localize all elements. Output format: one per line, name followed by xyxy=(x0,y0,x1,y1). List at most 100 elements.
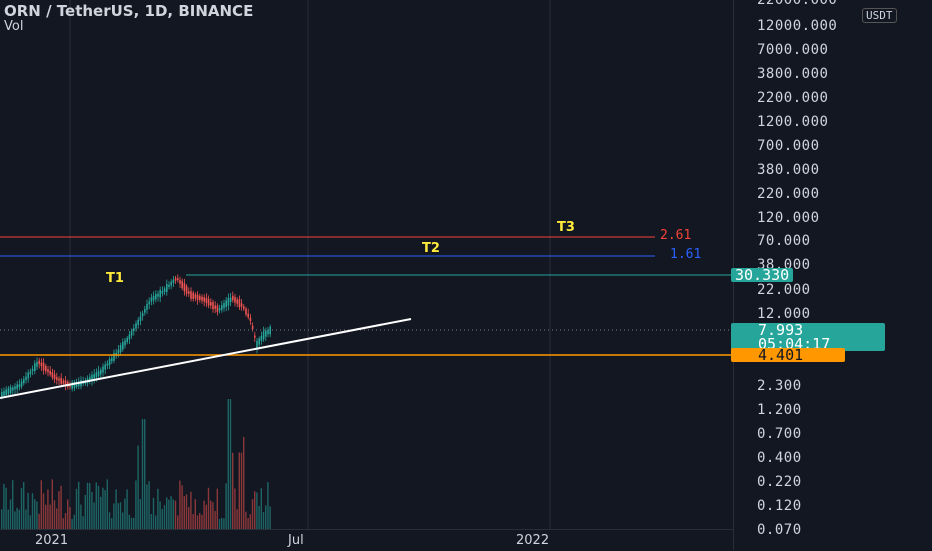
price-tick: 3800.000 xyxy=(757,66,829,82)
volume-bar xyxy=(56,508,58,529)
volume-bar xyxy=(199,513,201,529)
volume-bar xyxy=(254,491,256,529)
candle-body xyxy=(170,281,172,286)
candle-body xyxy=(188,291,190,294)
candle-body xyxy=(27,372,29,379)
volume-bar xyxy=(148,481,150,529)
volume-bar xyxy=(73,514,75,529)
volume-bar xyxy=(86,482,89,529)
candle-body xyxy=(168,284,170,287)
chart-area[interactable]: ORN / TetherUS, 1D, BINANCE Vol T1 T2 T3… xyxy=(0,0,733,529)
volume-bar xyxy=(58,491,60,529)
support-price-tag: 4.401 xyxy=(731,346,845,364)
volume-bar xyxy=(174,500,177,529)
candle-body xyxy=(104,364,106,370)
volume-bar xyxy=(78,481,80,529)
candle-body xyxy=(190,291,192,299)
candle-body xyxy=(174,277,177,281)
volume-bar xyxy=(111,518,113,529)
candle-body xyxy=(225,300,227,308)
volume-bar xyxy=(82,516,84,529)
candle-body xyxy=(130,331,133,336)
volume-bar xyxy=(75,488,78,529)
candle-body xyxy=(31,368,34,372)
candle-body xyxy=(119,345,122,353)
volume-bar xyxy=(179,480,181,529)
candle-body xyxy=(157,293,159,297)
candle-body xyxy=(166,284,168,292)
volume-bar xyxy=(207,487,210,529)
price-chart[interactable] xyxy=(0,0,733,529)
candle-body xyxy=(34,363,36,371)
volume-bar xyxy=(262,511,265,529)
candle-body xyxy=(212,301,214,310)
volume-bar xyxy=(128,514,130,529)
t1-price-tag-value: 30.330 xyxy=(735,266,790,284)
volume-bar xyxy=(238,452,240,529)
candle-body xyxy=(75,382,78,387)
candle-body xyxy=(227,297,230,306)
candle-body xyxy=(181,280,183,289)
candle-body xyxy=(194,294,197,299)
volume-bar xyxy=(104,490,106,529)
volume-bar xyxy=(117,503,119,529)
price-axis[interactable]: 22000.000 12000.000 7000.000 3800.000 2200.0… xyxy=(733,0,932,550)
volume-bar xyxy=(251,499,254,529)
volume-bar xyxy=(93,502,95,529)
volume-bar xyxy=(183,496,185,529)
volume-bar xyxy=(269,506,271,529)
support-price-value: 4.401 xyxy=(758,346,804,364)
trendline[interactable] xyxy=(0,318,412,399)
volume-bar xyxy=(84,494,86,529)
currency-unit-badge[interactable]: USDT xyxy=(862,8,897,23)
candle-body xyxy=(159,289,161,298)
volume-bar xyxy=(5,487,7,529)
candle-body xyxy=(218,308,221,311)
candle-body xyxy=(133,328,135,332)
candle-body xyxy=(108,359,111,366)
volume-bar xyxy=(139,499,141,529)
candle-body xyxy=(7,388,10,395)
price-tick: 120.000 xyxy=(757,210,820,226)
volume-bar xyxy=(144,419,146,529)
volume-bar xyxy=(49,504,51,529)
price-tick: 0.400 xyxy=(757,450,802,466)
volume-bars xyxy=(1,399,271,529)
volume-bar xyxy=(18,509,20,529)
t2-value: 1.61 xyxy=(670,247,702,262)
volume-bar xyxy=(95,482,97,529)
volume-bar xyxy=(185,494,188,529)
volume-bar xyxy=(225,483,227,529)
volume-bar xyxy=(256,492,258,529)
volume-bar xyxy=(135,480,137,529)
last-price-value: 7.993 xyxy=(758,321,804,339)
volume-bar xyxy=(240,452,243,529)
candle-body xyxy=(69,384,71,387)
candle-body xyxy=(155,294,157,300)
candle-countdown: 05:04:17 xyxy=(758,335,831,353)
volume-bar xyxy=(126,489,128,529)
candle-body xyxy=(126,338,128,343)
candle-body xyxy=(196,294,199,300)
volume-bar xyxy=(223,518,225,529)
volume-bar xyxy=(100,496,102,529)
candle-body xyxy=(122,342,124,350)
volume-bar xyxy=(69,507,71,529)
candle-body xyxy=(40,362,43,367)
candle-body xyxy=(240,303,243,307)
time-axis[interactable]: 2021 Jul 2022 xyxy=(0,529,733,551)
candle-body xyxy=(14,386,16,390)
candle-body xyxy=(144,308,146,313)
candle-body xyxy=(152,295,155,301)
candle-body xyxy=(234,296,236,303)
candle-body xyxy=(53,374,56,380)
volume-bar xyxy=(133,517,135,529)
symbol-title[interactable]: ORN / TetherUS, 1D, BINANCE xyxy=(4,2,254,20)
candle-body xyxy=(106,363,109,366)
volume-bar xyxy=(80,504,82,529)
candle-body xyxy=(58,378,60,381)
volume-bar xyxy=(45,504,47,529)
volume-bar xyxy=(89,483,91,529)
volume-label[interactable]: Vol xyxy=(4,19,24,34)
volume-bar xyxy=(188,507,190,529)
